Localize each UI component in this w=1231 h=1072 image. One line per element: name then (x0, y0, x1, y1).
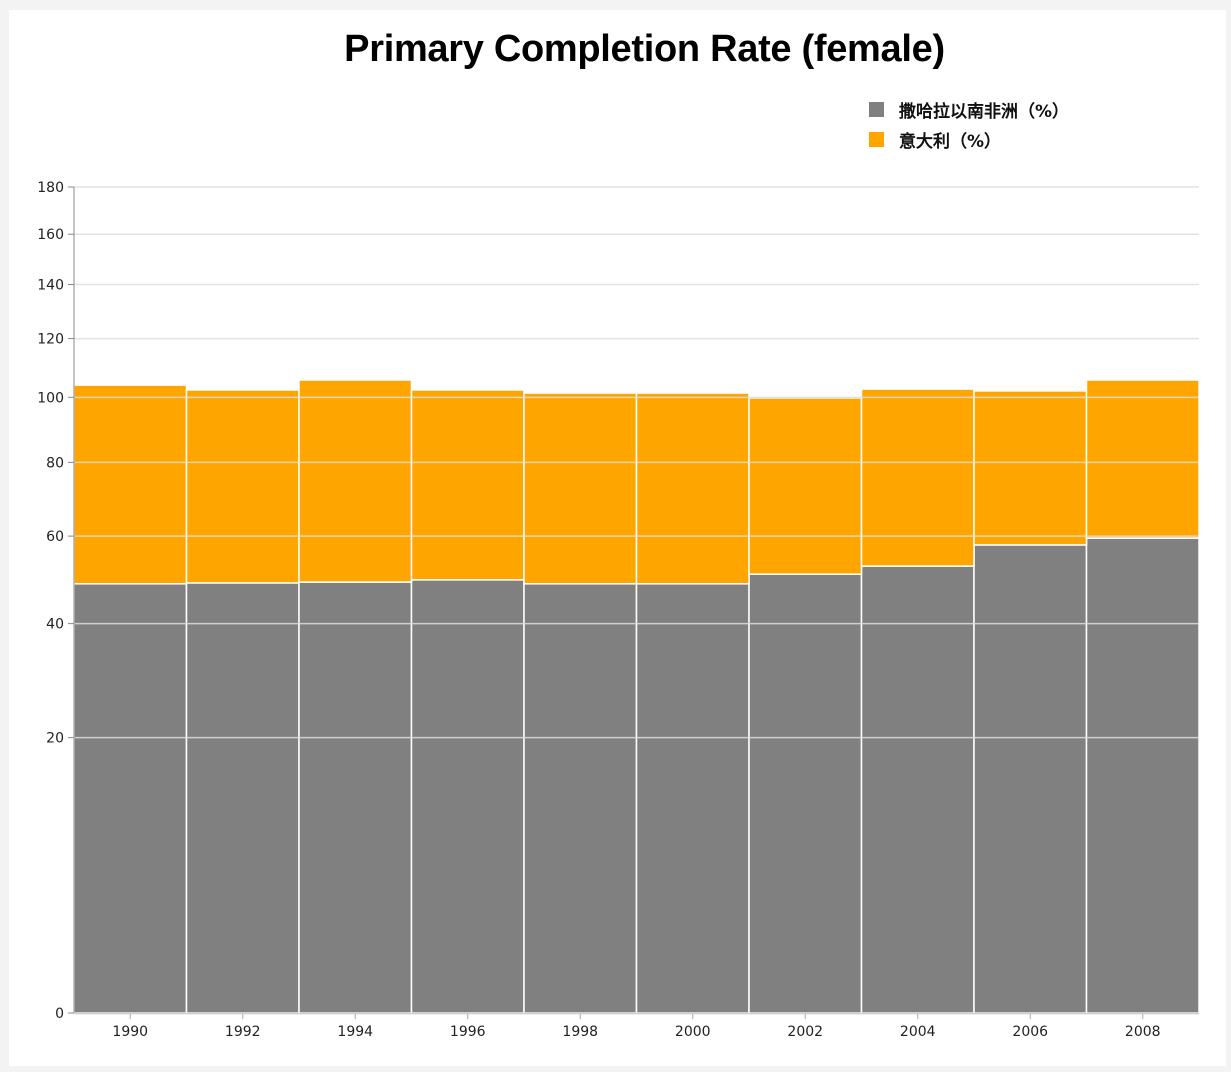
bar-italy-1990[interactable] (73, 384, 188, 585)
x-tick-label-1990: 1990 (112, 1024, 148, 1040)
legend-label-sub-saharan-africa: 撒哈拉以南非洲（%） (899, 101, 1070, 122)
chart-title: Primary Completion Rate (female) (344, 28, 945, 70)
bar-sub-saharan-africa-2004[interactable] (860, 565, 975, 1014)
bar-italy-1994[interactable] (298, 379, 413, 583)
bar-sub-saharan-africa-2006[interactable] (973, 544, 1088, 1014)
bar-sub-saharan-africa-1998[interactable] (523, 583, 638, 1014)
bar-italy-2002[interactable] (748, 397, 863, 575)
y-tick-label-140: 140 (37, 278, 64, 294)
x-tick-label-1998: 1998 (562, 1024, 598, 1040)
legend-swatch-italy (869, 131, 884, 147)
bar-italy-2000[interactable] (635, 392, 750, 585)
y-tick-label-160: 160 (37, 227, 64, 243)
y-tick-label-40: 40 (46, 617, 64, 633)
bar-sub-saharan-africa-2008[interactable] (1085, 537, 1200, 1014)
legend-swatch-sub-saharan-africa (869, 101, 884, 117)
x-tick-label-1994: 1994 (337, 1024, 373, 1040)
bar-sub-saharan-africa-2000[interactable] (635, 583, 750, 1014)
y-tick-label-20: 20 (46, 731, 64, 747)
axes-layer: 0 20 40 60 80 100 120 140 160 180 1990 1992 1994 1996… (37, 180, 1199, 1040)
x-tick-label-2006: 2006 (1012, 1024, 1048, 1040)
x-tick-label-2004: 2004 (900, 1024, 936, 1040)
bar-italy-1992[interactable] (185, 389, 300, 584)
y-tick-label-60: 60 (46, 529, 64, 545)
bar-italy-2006[interactable] (973, 390, 1088, 546)
y-tick-label-100: 100 (37, 390, 64, 406)
x-tick-label-2002: 2002 (787, 1024, 823, 1040)
x-tick-label-2008: 2008 (1125, 1024, 1161, 1040)
bars-layer (73, 379, 1200, 1014)
bar-sub-saharan-africa-2002[interactable] (748, 573, 863, 1014)
x-tick-label-1996: 1996 (450, 1024, 486, 1040)
legend: 撒哈拉以南非洲（%） 意大利（%） (869, 94, 1069, 154)
bar-italy-2008[interactable] (1085, 379, 1200, 539)
y-tick-label-180: 180 (37, 180, 64, 196)
bar-sub-saharan-africa-1996[interactable] (410, 579, 525, 1014)
x-tick-label-1992: 1992 (225, 1024, 261, 1040)
bar-italy-1996[interactable] (410, 389, 525, 581)
bar-sub-saharan-africa-1992[interactable] (185, 582, 300, 1014)
gridlines-layer (74, 186, 1199, 739)
bar-sub-saharan-africa-1990[interactable] (73, 583, 188, 1014)
legend-label-italy: 意大利（%） (899, 131, 1002, 152)
bar-italy-2004[interactable] (860, 388, 975, 567)
y-tick-label-120: 120 (37, 332, 64, 348)
y-tick-label-0: 0 (55, 1006, 64, 1022)
y-tick-label-80: 80 (46, 455, 64, 471)
legend-item-sub-saharan-africa[interactable]: 撒哈拉以南非洲（%） (869, 94, 1069, 124)
x-tick-label-2000: 2000 (675, 1024, 711, 1040)
bar-sub-saharan-africa-1994[interactable] (298, 581, 413, 1014)
bar-italy-1998[interactable] (523, 392, 638, 585)
legend-item-italy[interactable]: 意大利（%） (869, 124, 1069, 154)
